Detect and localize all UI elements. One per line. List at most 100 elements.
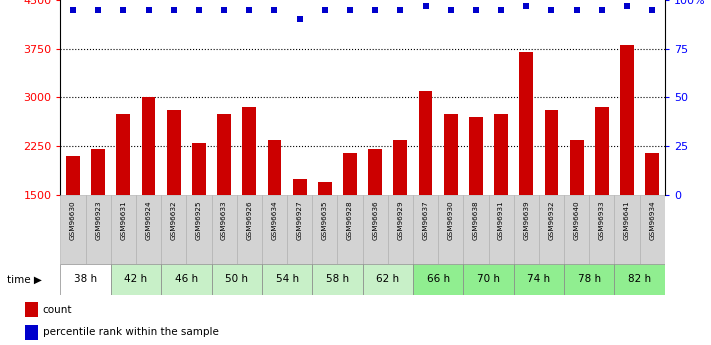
Text: GSM96633: GSM96633 xyxy=(221,200,227,240)
Bar xyxy=(186,195,212,264)
Bar xyxy=(25,303,38,317)
Bar xyxy=(387,195,413,264)
Bar xyxy=(413,195,438,264)
Point xyxy=(571,7,582,12)
Point xyxy=(168,7,179,12)
Point xyxy=(344,7,356,12)
Bar xyxy=(368,149,382,195)
Text: GSM96638: GSM96638 xyxy=(473,200,479,240)
Bar xyxy=(267,140,282,195)
Bar xyxy=(614,195,640,264)
Text: GSM96631: GSM96631 xyxy=(120,200,127,240)
Text: GSM96932: GSM96932 xyxy=(548,200,555,240)
Bar xyxy=(464,195,488,264)
Text: GSM96933: GSM96933 xyxy=(599,200,605,240)
Bar xyxy=(413,264,464,295)
Point xyxy=(395,7,406,12)
Bar xyxy=(60,195,85,264)
Text: GSM96630: GSM96630 xyxy=(70,200,76,240)
Text: 46 h: 46 h xyxy=(175,275,198,284)
Bar xyxy=(444,114,458,195)
Bar xyxy=(217,114,231,195)
Bar xyxy=(595,107,609,195)
Bar xyxy=(25,325,38,340)
Point xyxy=(319,7,331,12)
Bar xyxy=(212,195,237,264)
Text: GSM96923: GSM96923 xyxy=(95,200,101,240)
Point xyxy=(143,7,154,12)
Text: GSM96925: GSM96925 xyxy=(196,200,202,240)
Point xyxy=(520,3,532,9)
Bar xyxy=(312,195,338,264)
Point xyxy=(92,7,104,12)
Bar xyxy=(192,143,206,195)
Text: GSM96636: GSM96636 xyxy=(372,200,378,240)
Text: 58 h: 58 h xyxy=(326,275,349,284)
Text: 74 h: 74 h xyxy=(528,275,550,284)
Bar xyxy=(519,52,533,195)
Text: 38 h: 38 h xyxy=(74,275,97,284)
Bar xyxy=(242,107,256,195)
Bar xyxy=(111,195,136,264)
Bar xyxy=(539,195,564,264)
Bar xyxy=(111,264,161,295)
Bar xyxy=(620,46,634,195)
Point xyxy=(470,7,481,12)
Text: GSM96929: GSM96929 xyxy=(397,200,403,240)
Bar xyxy=(60,264,111,295)
Bar xyxy=(564,264,614,295)
Bar xyxy=(141,97,156,195)
Bar xyxy=(488,195,514,264)
Bar xyxy=(419,91,432,195)
Point xyxy=(294,17,305,22)
Bar xyxy=(363,195,387,264)
Point xyxy=(496,7,507,12)
Bar xyxy=(136,195,161,264)
Bar xyxy=(237,195,262,264)
Bar xyxy=(161,264,212,295)
Text: GSM96926: GSM96926 xyxy=(246,200,252,240)
Bar xyxy=(393,140,407,195)
Point xyxy=(193,7,205,12)
Bar xyxy=(640,195,665,264)
Text: GSM96635: GSM96635 xyxy=(322,200,328,240)
Point xyxy=(546,7,557,12)
Text: GSM96927: GSM96927 xyxy=(296,200,303,240)
Bar xyxy=(614,264,665,295)
Point xyxy=(370,7,381,12)
Text: 62 h: 62 h xyxy=(376,275,400,284)
Bar xyxy=(438,195,464,264)
Bar xyxy=(212,264,262,295)
Point xyxy=(420,3,432,9)
Bar xyxy=(646,153,659,195)
Bar xyxy=(66,156,80,195)
Text: GSM96934: GSM96934 xyxy=(649,200,656,240)
Bar xyxy=(514,195,539,264)
Text: 50 h: 50 h xyxy=(225,275,248,284)
Point xyxy=(445,7,456,12)
Point xyxy=(244,7,255,12)
Text: count: count xyxy=(43,305,72,315)
Point xyxy=(218,7,230,12)
Bar xyxy=(343,153,357,195)
Bar xyxy=(161,195,186,264)
Bar xyxy=(514,264,564,295)
Bar xyxy=(312,264,363,295)
Bar xyxy=(318,182,332,195)
Text: time ▶: time ▶ xyxy=(7,275,42,284)
Text: 54 h: 54 h xyxy=(275,275,299,284)
Point xyxy=(621,3,633,9)
Bar xyxy=(167,110,181,195)
Text: GSM96639: GSM96639 xyxy=(523,200,529,240)
Bar xyxy=(363,264,413,295)
Bar xyxy=(287,195,312,264)
Text: GSM96634: GSM96634 xyxy=(272,200,277,240)
Bar xyxy=(338,195,363,264)
Bar xyxy=(85,195,111,264)
Text: 66 h: 66 h xyxy=(427,275,450,284)
Text: 70 h: 70 h xyxy=(477,275,500,284)
Point xyxy=(269,7,280,12)
Text: GSM96641: GSM96641 xyxy=(624,200,630,240)
Bar xyxy=(293,179,306,195)
Text: GSM96931: GSM96931 xyxy=(498,200,504,240)
